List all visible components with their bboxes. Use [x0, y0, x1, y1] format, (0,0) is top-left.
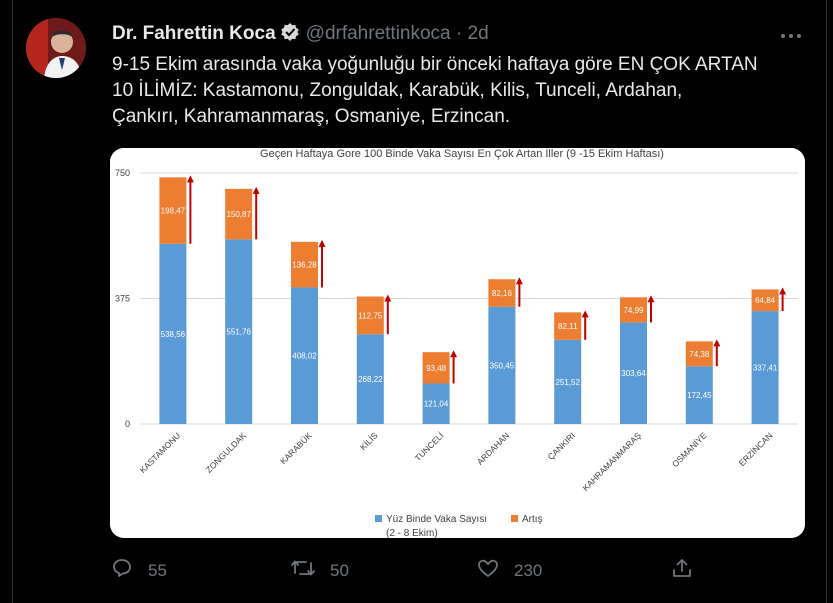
bar-base [751, 311, 779, 424]
chart-title: Geçen Haftaya Gore 100 Binde Vaka Sayısı… [260, 148, 664, 160]
tweet-text-line: Çankırı, Kahramanmaraş, Osmaniye, Erzinc… [112, 106, 511, 127]
bar-base [554, 339, 582, 424]
legend-base-label: Yüz Binde Vaka Sayısı [386, 514, 487, 525]
increase-arrow-head [186, 175, 194, 183]
bar-base-label: 303,64 [621, 369, 646, 378]
bar-increase [356, 296, 384, 335]
tweet-text-line: 9-15 Ekim arasında vaka yoğunluğu bir ön… [112, 54, 758, 75]
increase-arrow-head [515, 277, 523, 285]
bar-base-label: 408,02 [292, 352, 317, 361]
bar-increase-label: 136,28 [292, 261, 317, 270]
bar-increase [225, 188, 253, 240]
bar-base [291, 287, 318, 424]
retweet-count: 50 [330, 560, 349, 580]
bar-increase-label: 112,75 [358, 311, 382, 320]
bar-increase-label: 82,16 [492, 289, 513, 298]
bar-increase [422, 352, 450, 384]
bar-base-label: 337,41 [753, 364, 778, 373]
bar-base-label: 551,76 [226, 328, 251, 337]
legend-increase-label: Artış [522, 514, 543, 525]
increase-arrow-head [252, 186, 260, 194]
increase-arrow-head [779, 287, 787, 295]
reply-icon [110, 556, 148, 585]
bar-base [422, 383, 450, 424]
increase-arrow-head [384, 294, 392, 302]
tweet-header: Dr. Fahrettin Koca @drfahrettinkoca · 2d [112, 22, 489, 48]
tweet-image[interactable]: Geçen Haftaya Gore 100 Binde Vaka Sayısı… [110, 148, 805, 538]
bar-base [685, 366, 713, 424]
like-button[interactable]: 230 [476, 556, 542, 585]
legend-swatch-base [375, 515, 382, 522]
increase-arrow-head [450, 350, 458, 358]
reply-count: 55 [148, 560, 167, 580]
legend-base-sub: (2 - 8 Ekim) [386, 528, 438, 538]
y-tick-label: 750 [115, 168, 130, 178]
tweet-text-line: 10 İLİMİZ: Kastamonu, Zonguldak, Karabük… [112, 80, 683, 101]
retweet-button[interactable]: 50 [290, 556, 349, 585]
bar-increase-label: 198,47 [161, 207, 186, 216]
y-axis-ticks: 750 375 0 [115, 168, 130, 429]
author-name[interactable]: Dr. Fahrettin Koca [112, 23, 276, 44]
bar-base-label: 172,45 [687, 391, 712, 400]
bar-increase-label: 74,38 [689, 350, 710, 359]
chart-bars: 538,56 198,47 551,76 150,87 408,02 136,28 268,… [159, 175, 787, 424]
tweet-time[interactable]: 2d [467, 23, 489, 44]
bar-increase [488, 279, 516, 307]
bar-base-label: 350,45 [490, 361, 515, 370]
bar-increase [751, 289, 779, 312]
header-separator: · [455, 23, 463, 44]
bar-base [225, 239, 253, 424]
like-count: 230 [514, 560, 543, 580]
bar-base [159, 243, 187, 424]
bar-increase-label: 82,11 [558, 322, 578, 331]
bar-base-label: 538,56 [161, 330, 186, 339]
bar-increase-label: 64,84 [755, 296, 776, 305]
increase-arrow-head [713, 339, 721, 347]
reply-button[interactable]: 55 [110, 556, 167, 585]
bar-base-label: 121,04 [424, 400, 449, 409]
author-handle[interactable]: @drfahrettinkoca [305, 23, 451, 44]
share-icon [670, 556, 708, 585]
bar-increase [159, 177, 187, 244]
bar-base-label: 268,22 [358, 375, 383, 384]
increase-arrow-head [581, 310, 589, 318]
bar-base [356, 334, 384, 424]
more-icon[interactable] [780, 20, 802, 46]
tweet-actions: 55 50 230 [110, 556, 710, 586]
tweet-text: 9-15 Ekim arasında vaka yoğunluğu bir ön… [112, 52, 812, 130]
avatar[interactable] [26, 18, 86, 78]
chart-legend: Yüz Binde Vaka Sayısı (2 - 8 Ekim) Artış [375, 514, 543, 538]
bar-increase [685, 341, 713, 367]
verified-badge-icon [280, 22, 300, 48]
increase-arrow-head [647, 295, 655, 303]
bar-base [620, 322, 647, 424]
legend-swatch-increase [511, 515, 518, 522]
bar-increase [291, 241, 318, 288]
bar-increase-label: 74,99 [623, 306, 644, 315]
bar-chart: Geçen Haftaya Gore 100 Binde Vaka Sayısı… [110, 148, 805, 538]
increase-arrow-head [318, 239, 326, 247]
bar-increase-label: 93,48 [426, 364, 447, 373]
y-tick-label: 0 [125, 419, 130, 429]
share-button[interactable] [670, 556, 708, 585]
bar-increase [620, 297, 647, 323]
heart-icon [476, 556, 514, 585]
bar-increase [554, 312, 582, 340]
bar-base-label: 251,52 [555, 378, 580, 387]
bar-increase-label: 150,87 [226, 210, 251, 219]
y-tick-label: 375 [115, 294, 130, 304]
tweet-container [12, 0, 827, 603]
bar-base [488, 306, 516, 424]
retweet-icon [290, 556, 330, 585]
